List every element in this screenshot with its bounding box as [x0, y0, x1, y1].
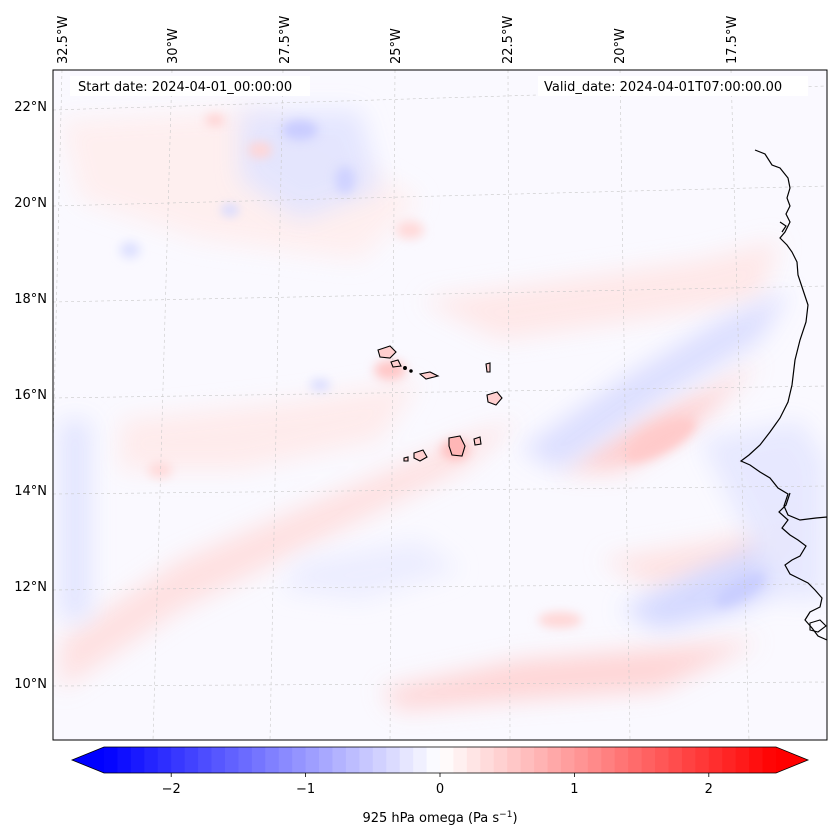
lon-label: 25°W: [389, 28, 404, 64]
longitude-labels: 32.5°W 30°W 27.5°W 25°W 22.5°W 20°W 17.5…: [56, 16, 740, 64]
lon-label: 20°W: [613, 28, 628, 64]
colorbar-segment: [762, 747, 777, 773]
start-date: Start date: 2024-04-01_00:00:00: [78, 80, 292, 95]
colorbar-tick-label: −2: [162, 782, 181, 797]
colorbar-segment: [345, 747, 360, 773]
colorbar-segment: [507, 747, 522, 773]
colorbar-segment: [144, 747, 159, 773]
colorbar-segment: [480, 747, 495, 773]
omega-field: [53, 70, 827, 740]
colorbar-segment: [372, 747, 387, 773]
lon-label: 27.5°W: [278, 16, 293, 64]
colorbar-segment: [292, 747, 307, 773]
colorbar-segment: [601, 747, 616, 773]
colorbar-segment: [722, 747, 737, 773]
colorbar-segment: [319, 747, 334, 773]
colorbar-tick-label: 2: [705, 782, 713, 797]
colorbar-segment: [184, 747, 199, 773]
colorbar-segment: [305, 747, 320, 773]
colorbar-segment: [440, 747, 455, 773]
colorbar-segment: [735, 747, 750, 773]
colorbar-segment: [466, 747, 481, 773]
lat-label: 10°N: [14, 677, 47, 692]
colorbar-tick-label: −1: [296, 782, 315, 797]
colorbar-segment: [574, 747, 589, 773]
colorbar-segment: [171, 747, 186, 773]
lon-label: 17.5°W: [725, 16, 740, 64]
colorbar: −2 −1 0 1 2 925 hPa omega (Pa s−1): [70, 746, 810, 826]
colorbar-segment: [238, 747, 253, 773]
colorbar-extend-min: [72, 747, 104, 773]
lat-label: 12°N: [14, 580, 47, 595]
colorbar-segment: [265, 747, 280, 773]
lat-label: 18°N: [14, 292, 47, 307]
graticule: [53, 70, 827, 740]
colorbar-segment: [520, 747, 535, 773]
colorbar-segment: [708, 747, 723, 773]
colorbar-segment: [399, 747, 414, 773]
colorbar-segment: [130, 747, 145, 773]
colorbar-segment: [413, 747, 428, 773]
colorbar-segment: [157, 747, 172, 773]
colorbar-segment: [547, 747, 562, 773]
colorbar-outline: [70, 746, 810, 774]
colorbar-segment: [386, 747, 401, 773]
colorbar-segment: [453, 747, 468, 773]
colorbar-segment: [668, 747, 683, 773]
colorbar-segment: [534, 747, 549, 773]
colorbar-extend-max: [776, 747, 808, 773]
colorbar-segment: [332, 747, 347, 773]
colorbar-segment: [359, 747, 374, 773]
colorbar-segment: [104, 747, 119, 773]
colorbar-segment: [587, 747, 602, 773]
colorbar-ticks: −2 −1 0 1 2: [162, 773, 713, 797]
colorbar-segment: [211, 747, 226, 773]
lat-label: 22°N: [14, 100, 47, 115]
map-panel: Start date: 2024-04-01_00:00:00 Valid_da…: [52, 69, 828, 741]
colorbar-tick-label: 0: [436, 782, 444, 797]
start-date-box: [70, 76, 310, 96]
colorbar-segment: [641, 747, 656, 773]
colorbar-segment: [614, 747, 629, 773]
colorbar-segment: [749, 747, 764, 773]
colorbar-segment: [493, 747, 508, 773]
valid-date: Valid_date: 2024-04-01T07:00:00.00: [544, 80, 782, 95]
colorbar-tick-label: 1: [570, 782, 578, 797]
colorbar-segment: [117, 747, 132, 773]
africa-coastline: [739, 149, 827, 641]
colorbar-segment: [198, 747, 213, 773]
colorbar-segment: [278, 747, 293, 773]
cabo-verde-islands: [377, 345, 503, 462]
lon-label: 22.5°W: [501, 16, 516, 64]
lat-label: 16°N: [14, 388, 47, 403]
colorbar-segment: [426, 747, 441, 773]
lon-label: 32.5°W: [56, 16, 71, 64]
lon-label: 30°W: [166, 28, 181, 64]
valid-date-box: [538, 76, 808, 96]
colorbar-segment: [560, 747, 575, 773]
lat-label: 14°N: [14, 484, 47, 499]
colorbar-segments: [72, 747, 808, 773]
colorbar-segment: [224, 747, 239, 773]
colorbar-segment: [695, 747, 710, 773]
colorbar-segment: [628, 747, 643, 773]
colorbar-label: 925 hPa omega (Pa s−1): [362, 810, 517, 826]
latitude-labels: 22°N 20°N 18°N 16°N 14°N 12°N 10°N: [14, 100, 47, 692]
colorbar-segment: [251, 747, 266, 773]
colorbar-segment: [681, 747, 696, 773]
lat-label: 20°N: [14, 196, 47, 211]
colorbar-segment: [655, 747, 670, 773]
